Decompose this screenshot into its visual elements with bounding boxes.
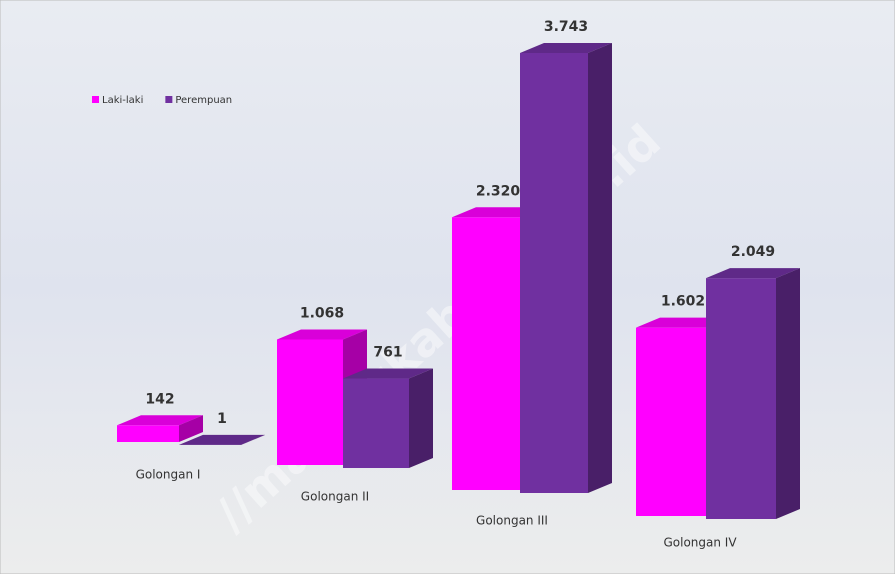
legend-label: Laki-laki: [102, 95, 143, 106]
bar-side: [588, 43, 612, 493]
bar: [117, 425, 179, 442]
bar-side: [776, 268, 800, 519]
value-label: 3.743: [544, 19, 588, 35]
value-label: 1.068: [300, 305, 344, 321]
bar-top: [117, 415, 203, 426]
value-label: 142: [145, 391, 174, 407]
bar-top: [343, 368, 433, 379]
bar-side: [409, 368, 433, 468]
bar: [636, 327, 706, 516]
bar: [452, 217, 520, 490]
bar-top: [706, 268, 800, 279]
category-label: Golongan III: [476, 514, 548, 528]
bar-side: [241, 434, 265, 445]
value-label: 2.320: [476, 183, 521, 199]
bar-top: [520, 43, 612, 53]
value-label: 761: [373, 345, 402, 361]
category-label: Golongan I: [136, 468, 201, 482]
bar: [277, 339, 343, 465]
bar: [520, 53, 588, 493]
bar-top: [277, 329, 367, 340]
legend-label: Perempuan: [175, 95, 232, 106]
legend-swatch: [92, 96, 99, 103]
category-label: Golongan II: [301, 490, 369, 504]
value-label: 1.602: [661, 294, 705, 310]
value-label: 1: [217, 411, 227, 427]
value-label: 2.049: [731, 244, 775, 260]
bar-top: [179, 434, 265, 445]
bar-side: [179, 415, 203, 442]
legend-swatch: [165, 96, 173, 103]
category-label: Golongan IV: [663, 536, 737, 550]
bar: [706, 278, 776, 519]
bar: [343, 378, 409, 468]
